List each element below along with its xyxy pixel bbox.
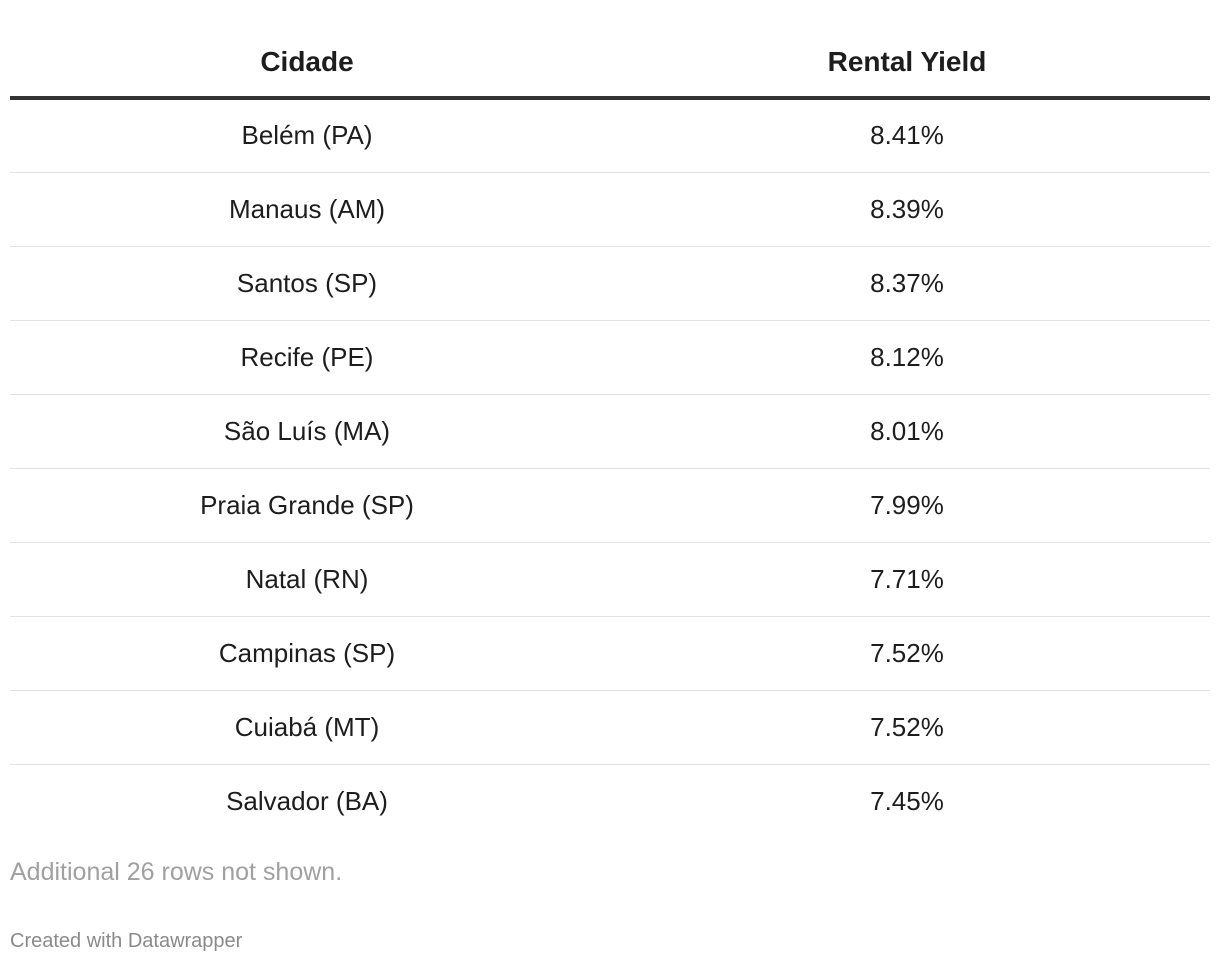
table-row: Cuiabá (MT) 7.52% bbox=[10, 690, 1210, 765]
column-header-rental-yield[interactable]: Rental Yield bbox=[604, 28, 1210, 100]
cell-cidade: Praia Grande (SP) bbox=[10, 468, 604, 543]
cell-cidade: São Luís (MA) bbox=[10, 394, 604, 469]
table-row: Santos (SP) 8.37% bbox=[10, 246, 1210, 321]
cell-rental-yield: 7.71% bbox=[604, 542, 1210, 617]
table-header-row: Cidade Rental Yield bbox=[10, 28, 1210, 100]
cell-rental-yield: 8.12% bbox=[604, 320, 1210, 395]
table-row: São Luís (MA) 8.01% bbox=[10, 394, 1210, 469]
footer-credit[interactable]: Created with Datawrapper bbox=[10, 930, 243, 952]
table-row: Praia Grande (SP) 7.99% bbox=[10, 468, 1210, 543]
cell-rental-yield: 7.99% bbox=[604, 468, 1210, 543]
table-body: Belém (PA) 8.41% Manaus (AM) 8.39% Santo… bbox=[10, 98, 1210, 838]
table-row: Natal (RN) 7.71% bbox=[10, 542, 1210, 617]
cell-rental-yield: 8.01% bbox=[604, 394, 1210, 469]
cell-cidade: Salvador (BA) bbox=[226, 785, 388, 816]
data-table-container: Cidade Rental Yield Belém (PA) 8.41% Man… bbox=[10, 28, 1210, 838]
cell-rental-yield: 7.45% bbox=[870, 785, 944, 816]
cell-cidade: Manaus (AM) bbox=[10, 172, 604, 247]
cell-rental-yield: 7.52% bbox=[604, 690, 1210, 765]
table-row: Manaus (AM) 8.39% bbox=[10, 172, 1210, 247]
table-row: Recife (PE) 8.12% bbox=[10, 320, 1210, 395]
cell-rental-yield: 7.52% bbox=[604, 616, 1210, 691]
table-row: Campinas (SP) 7.52% bbox=[10, 616, 1210, 691]
cell-rental-yield: 8.41% bbox=[604, 98, 1210, 173]
cell-cidade: Belém (PA) bbox=[10, 98, 604, 173]
table-row: Salvador (BA) 7.45% bbox=[10, 764, 1210, 838]
table-notes: Additional 26 rows not shown. bbox=[10, 858, 343, 886]
data-table: Cidade Rental Yield Belém (PA) 8.41% Man… bbox=[10, 28, 1210, 838]
cell-cidade: Santos (SP) bbox=[10, 246, 604, 321]
cell-rental-yield: 8.37% bbox=[604, 246, 1210, 321]
table-row: Belém (PA) 8.41% bbox=[10, 98, 1210, 173]
cell-cidade: Campinas (SP) bbox=[10, 616, 604, 691]
cell-cidade: Recife (PE) bbox=[10, 320, 604, 395]
cell-rental-yield: 8.39% bbox=[604, 172, 1210, 247]
cell-cidade: Cuiabá (MT) bbox=[10, 690, 604, 765]
cell-cidade: Natal (RN) bbox=[10, 542, 604, 617]
column-header-cidade[interactable]: Cidade bbox=[10, 28, 604, 100]
